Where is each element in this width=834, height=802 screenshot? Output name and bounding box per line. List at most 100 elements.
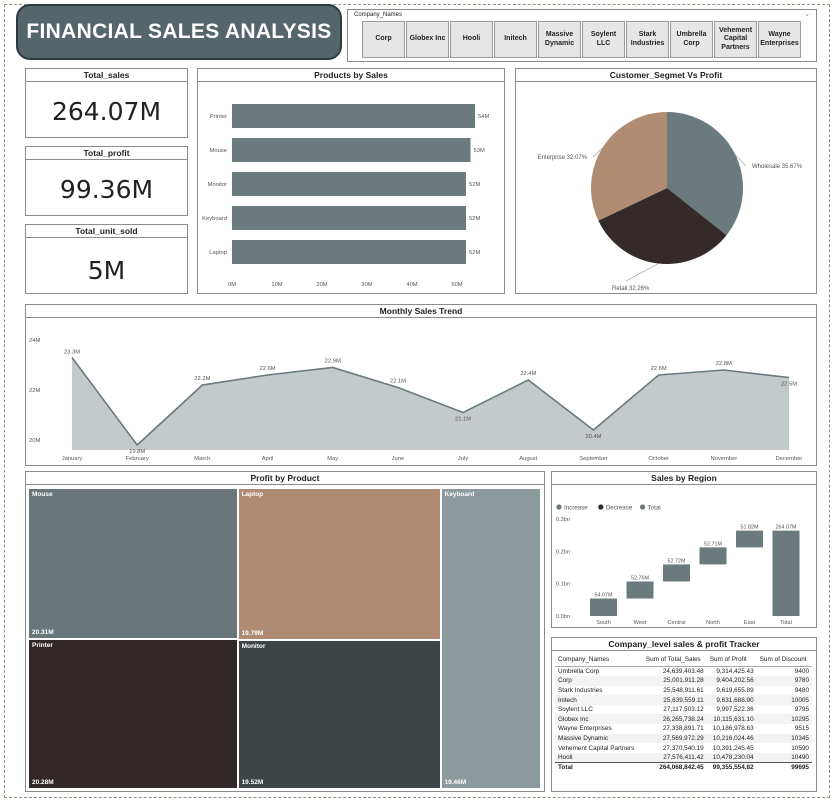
legend-swatch <box>640 504 646 510</box>
table-row[interactable]: Stark Industries 25,548,911.61 9,619,655.8… <box>555 686 812 696</box>
x-tick-label: January <box>62 456 83 462</box>
slicer-option-hooli[interactable]: Hooli <box>450 21 493 58</box>
slicer-option-massive-dynamic[interactable]: Massive Dynamic <box>538 21 581 58</box>
table-total-row[interactable]: Total 264,068,842.45 99,355,554.82 99695 <box>555 761 812 773</box>
treemap-tile-printer[interactable]: Printer 20.28M <box>28 638 238 789</box>
bar-data-label: 52.72M <box>668 558 686 564</box>
table-row[interactable]: Wayne Enterprises 27,338,891.71 10,186,978… <box>555 724 812 734</box>
treemap-category-label: Printer <box>32 641 53 649</box>
point-data-label: 22.6M <box>651 366 667 372</box>
column-header[interactable]: Sum of Total_Sales <box>642 653 707 667</box>
products-bar-chart: Printer 54M Mouse 53M Monitor 52M Keyboard 52M L… <box>202 104 489 288</box>
slicer-option-wayne[interactable]: Wayne Enterprises <box>758 21 801 58</box>
table-cell: 10345 <box>756 733 812 744</box>
table-cell: 10,186,978.63 <box>712 725 754 733</box>
point-data-label: 22.4M <box>520 371 536 377</box>
table-cell: 9480 <box>794 686 809 694</box>
monthly-sales-trend-card: Monthly Sales Trend 24M 22M 20M 23.3M Januar… <box>25 304 817 466</box>
x-tick-label: February <box>126 456 149 462</box>
bar-data-label: 52M <box>469 250 480 256</box>
slicer-option-umbrella[interactable]: Umbrella Corp <box>670 21 713 58</box>
column-header[interactable]: Sum of Discount <box>756 653 812 667</box>
table-row[interactable]: Corp 25,001,911.28 9,404,202.56 9780 <box>555 676 812 686</box>
sales-bar <box>232 138 471 162</box>
treemap-tile-keyboard[interactable]: Keyboard 19.46M <box>440 488 541 789</box>
table-cell: 10490 <box>756 752 812 763</box>
treemap-value-label: 19.79M <box>241 629 264 637</box>
table-cell: 10,391,245.45 <box>712 744 754 752</box>
dashboard-title-banner: FINANCIAL SALES ANALYSIS <box>16 4 342 60</box>
table-row[interactable]: Vehement Capital Partners 27,370,540.19 10… <box>555 743 812 753</box>
table-cell: 10295 <box>756 714 812 725</box>
pie-slice <box>667 112 743 236</box>
table-row[interactable]: Globex Inc 26,265,738.24 10,115,631.10 1029… <box>555 714 812 725</box>
chart-title: Products by Sales <box>198 69 504 82</box>
company-slicer[interactable]: Company_Names ⌄ Corp Globex Inc Hooli In… <box>347 9 817 62</box>
x-tick-label: Total <box>780 620 792 626</box>
table-row[interactable]: Hooli 27,576,411.42 10,478,230.04 10490 <box>555 752 812 763</box>
y-tick-label: 22M <box>29 388 40 394</box>
table-row[interactable]: Umbrella Corp 24,639,403.48 9,314,425.43 94… <box>555 667 812 677</box>
chevron-down-icon[interactable]: ⌄ <box>804 11 810 18</box>
kpi-value: 5M <box>87 256 126 285</box>
treemap-tile-laptop[interactable]: Laptop 19.79M <box>237 488 441 640</box>
increase-bar <box>626 581 654 599</box>
bar-category-label: Mouse <box>210 148 227 154</box>
slicer-option-corp[interactable]: Corp <box>362 21 405 58</box>
increase-bar <box>736 530 763 548</box>
x-tick-label: 20M <box>316 282 327 288</box>
bar-data-label: 53M <box>474 148 485 154</box>
increase-bar <box>590 598 617 616</box>
slicer-option-initech[interactable]: Initech <box>494 21 537 58</box>
slicer-option-stark[interactable]: Stark Industries <box>626 21 669 58</box>
pie-slice-label: Enterprise 32.07% <box>538 155 588 161</box>
x-tick-label: May <box>327 456 338 462</box>
slicer-option-soylent[interactable]: Soylent LLC <box>582 21 625 58</box>
table-cell: 9,404,202.56 <box>706 676 757 686</box>
x-tick-label: November <box>710 456 737 462</box>
x-tick-label: August <box>519 456 537 462</box>
point-data-label: 20.4M <box>585 434 601 440</box>
table-cell: 10,216,024.46 <box>706 733 757 744</box>
table-cell: 99,355,554.82 <box>706 761 757 773</box>
treemap-value-label: 20.28M <box>32 778 54 786</box>
treemap-tile-monitor[interactable]: Monitor 19.52M <box>237 639 441 789</box>
pie-leader-line <box>735 154 747 167</box>
y-tick-label: 0.1bn <box>556 582 570 588</box>
sales-bar <box>232 206 466 230</box>
table-row[interactable]: Soylent LLC 27,117,503.12 9,997,522.36 9795 <box>555 705 812 715</box>
point-data-label: 21.1M <box>455 417 471 423</box>
x-tick-label: July <box>458 456 468 462</box>
slicer-option-globex[interactable]: Globex Inc <box>406 21 449 58</box>
table-cell: 25,548,911.61 <box>663 686 704 694</box>
x-tick-label: September <box>579 456 607 462</box>
slicer-option-vehement[interactable]: Vehement Capital Partners <box>714 21 757 58</box>
column-header[interactable]: Company_Names <box>555 653 643 667</box>
company-tracker-card: Company_level sales & profit Tracker Com… <box>551 637 817 792</box>
x-tick-label: West <box>634 620 647 626</box>
x-tick-label: 10M <box>271 282 282 288</box>
x-tick-label: 30M <box>361 282 372 288</box>
table-cell: 10005 <box>756 695 812 705</box>
y-tick-label: 0.2bn <box>556 549 570 555</box>
table-cell: 27,569,972.29 <box>642 733 707 744</box>
treemap-category-label: Mouse <box>32 491 53 498</box>
point-data-label: 22.9M <box>325 359 341 365</box>
sales-trend-line <box>71 357 790 447</box>
table-cell: 25,639,559.11 <box>642 695 707 705</box>
y-tick-label: 24M <box>29 338 40 344</box>
legend-swatch <box>556 504 562 510</box>
point-data-label: 22.2M <box>194 376 210 382</box>
point-data-label: 22.1M <box>390 379 406 385</box>
table-row[interactable]: Initech 25,639,559.11 9,631,688.90 10005 <box>555 695 812 705</box>
products-by-sales-card: Products by Sales Printer 54M Mouse 53M Moni… <box>197 68 505 294</box>
table-row[interactable]: Massive Dynamic 27,569,972.29 10,216,024.4… <box>555 733 812 744</box>
sales-bar <box>232 104 475 128</box>
bar-data-label: 52M <box>469 182 480 188</box>
treemap-tile-mouse[interactable]: Mouse 20.31M <box>28 488 238 639</box>
table-cell: 9795 <box>794 706 809 714</box>
column-header[interactable]: Sum of Profit <box>706 653 757 667</box>
bar-data-label: 52M <box>469 216 480 222</box>
treemap-category-label: Laptop <box>241 491 264 498</box>
kpi-card-total-unit-sold: Total_unit_sold 5M <box>25 224 188 294</box>
